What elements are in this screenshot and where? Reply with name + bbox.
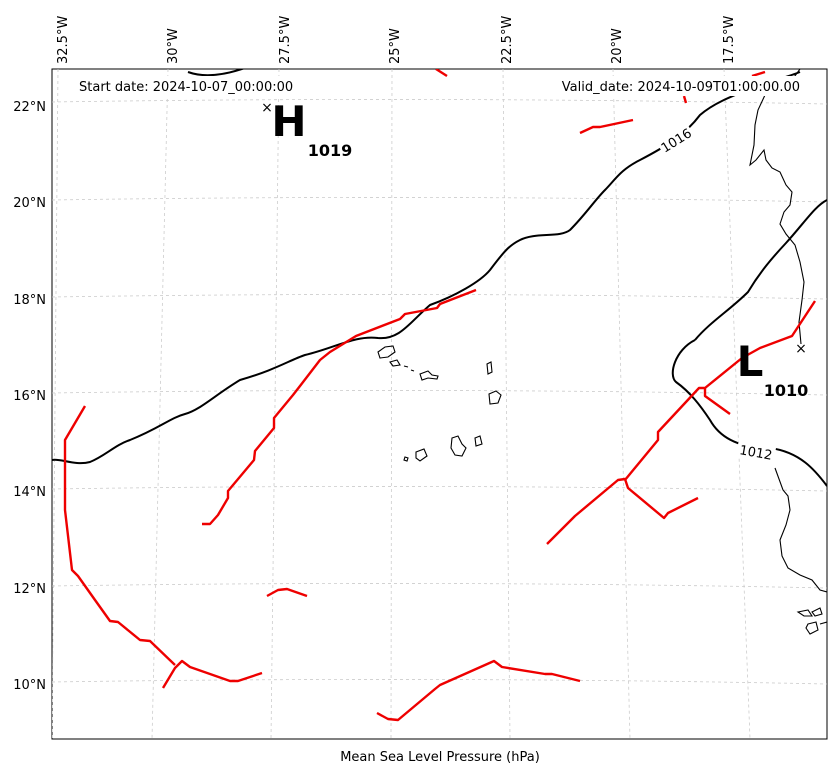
lat-tick: 10°N bbox=[13, 678, 46, 693]
high-value: 1019 bbox=[308, 141, 353, 160]
lon-tick: 30°W bbox=[166, 28, 181, 64]
contour-label-1012: 1012 bbox=[735, 440, 777, 464]
lon-tick: 17.5°W bbox=[722, 16, 737, 64]
map-caption: Mean Sea Level Pressure (hPa) bbox=[340, 750, 540, 765]
latitude-ticks: 22°N 20°N 18°N 16°N 14°N 12°N 10°N bbox=[13, 100, 46, 693]
start-date-label: Start date: 2024-10-07_00:00:00 bbox=[79, 80, 293, 95]
high-center-marker: × bbox=[261, 100, 273, 116]
valid-date-label: Valid_date: 2024-10-09T01:00:00.00 bbox=[562, 80, 800, 95]
lat-tick: 18°N bbox=[13, 293, 46, 308]
fronts bbox=[63, 69, 817, 722]
lat-tick: 14°N bbox=[13, 485, 46, 500]
lat-tick: 12°N bbox=[13, 582, 46, 597]
lon-tick: 27.5°W bbox=[278, 16, 293, 64]
svg-text:1012: 1012 bbox=[738, 443, 773, 464]
low-pressure-center: × L 1010 bbox=[737, 337, 809, 400]
lon-tick: 25°W bbox=[388, 28, 403, 64]
graticule bbox=[52, 69, 827, 739]
high-letter: H bbox=[271, 97, 306, 146]
lon-tick: 20°W bbox=[610, 28, 625, 64]
coastlines bbox=[377, 69, 827, 635]
low-center-marker: × bbox=[795, 341, 807, 357]
longitude-ticks: 32.5°W 30°W 27.5°W 25°W 22.5°W 20°W 17.5… bbox=[56, 16, 737, 64]
lat-tick: 22°N bbox=[13, 100, 46, 115]
high-pressure-center: × H 1019 bbox=[261, 97, 352, 160]
lon-tick: 32.5°W bbox=[56, 16, 71, 64]
lat-tick: 16°N bbox=[13, 389, 46, 404]
lat-tick: 20°N bbox=[13, 196, 46, 211]
low-value: 1010 bbox=[764, 381, 809, 400]
lon-tick: 22.5°W bbox=[500, 16, 515, 64]
map-frame bbox=[51, 68, 828, 740]
low-letter: L bbox=[737, 337, 764, 386]
